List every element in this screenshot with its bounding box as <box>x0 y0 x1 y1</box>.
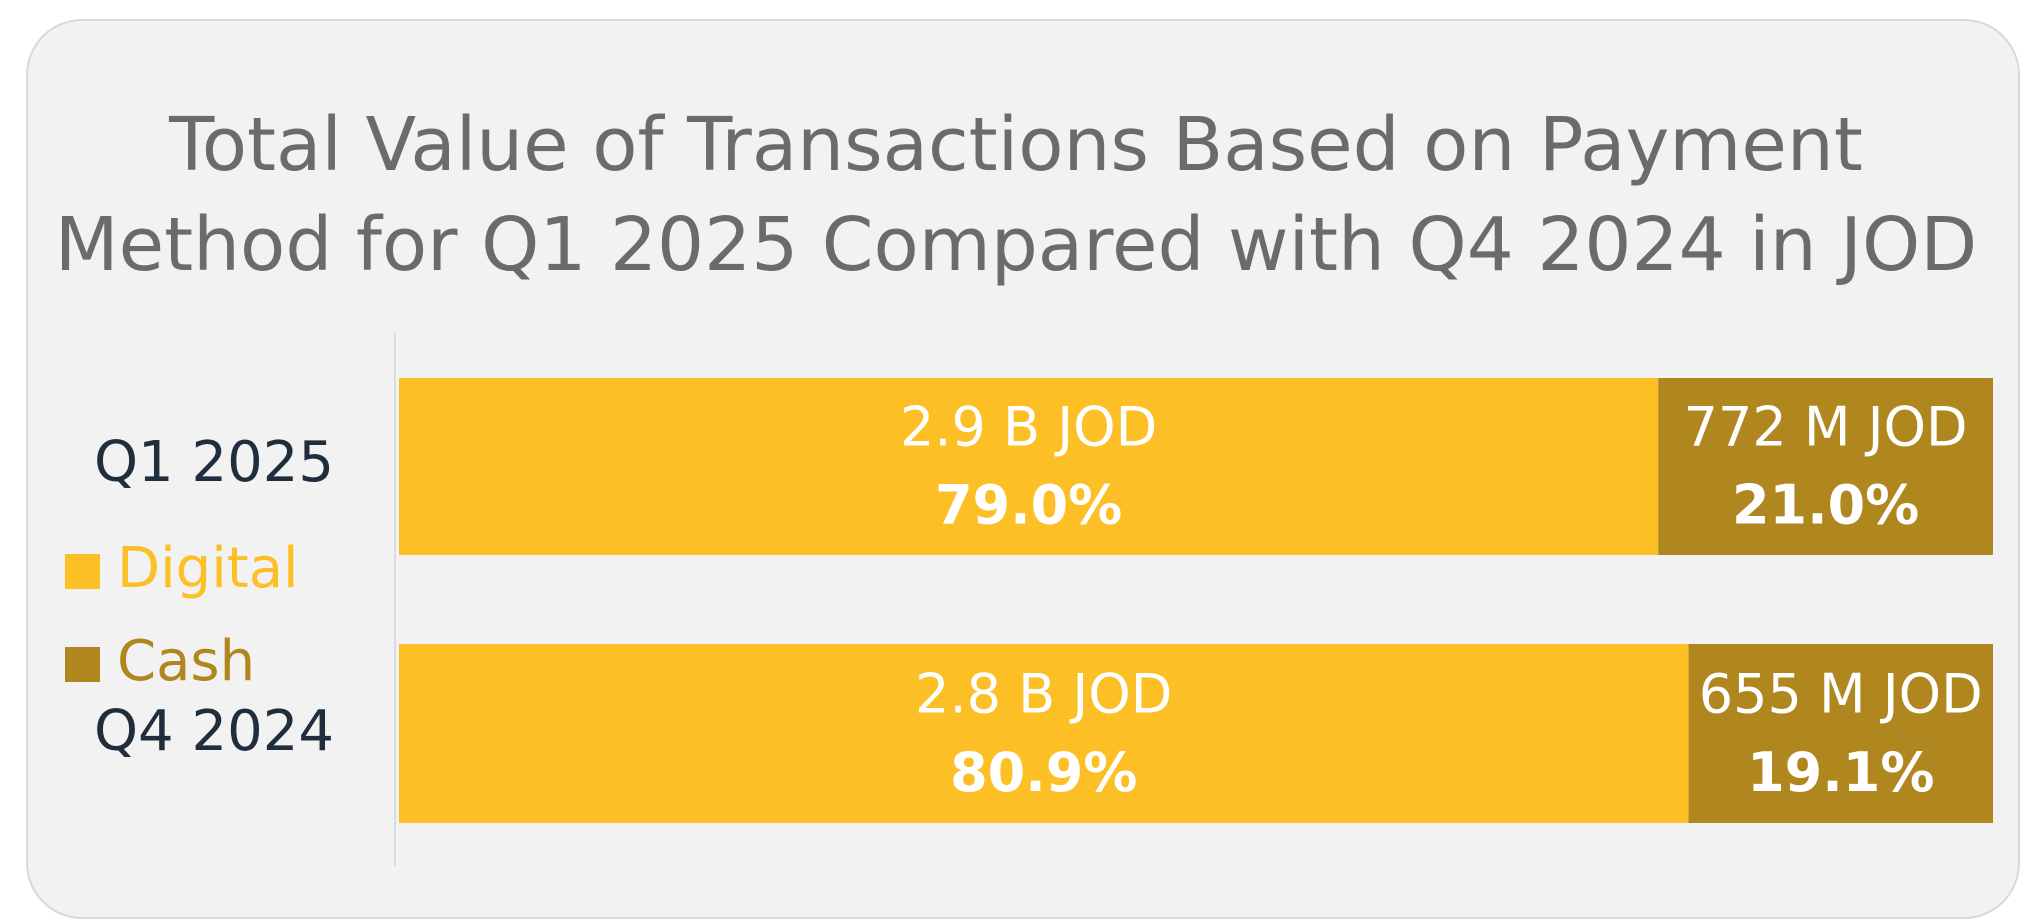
chart: Q1 2025 2.9 B JOD 79.0% 772 M JOD 21.0% Q4 20… <box>65 333 1993 866</box>
amount-label: 655 M JOD <box>1699 662 1983 725</box>
legend-label: Cash <box>117 629 255 694</box>
bar-segment <box>1688 644 1993 823</box>
amount-label: 772 M JOD <box>1684 396 1968 459</box>
bar-segment <box>399 644 1689 823</box>
legend-swatch <box>65 554 100 589</box>
amount-label: 2.9 B JOD <box>900 396 1157 459</box>
y-tick-label: Q4 2024 <box>94 699 334 764</box>
value-label: 21.0% <box>1732 474 1919 537</box>
value-label: 79.0% <box>935 474 1122 537</box>
value-label: 80.9% <box>950 741 1137 804</box>
amount-label: 2.8 B JOD <box>915 662 1172 725</box>
chart-title: Total Value of Transactions Based on Pay… <box>54 102 1978 288</box>
bar-segment <box>1658 378 1993 555</box>
legend-swatch <box>65 647 100 682</box>
bar-segment <box>399 378 1659 555</box>
legend-label: Digital <box>117 536 299 601</box>
value-label: 19.1% <box>1747 741 1934 804</box>
y-tick-label: Q1 2025 <box>94 430 334 495</box>
